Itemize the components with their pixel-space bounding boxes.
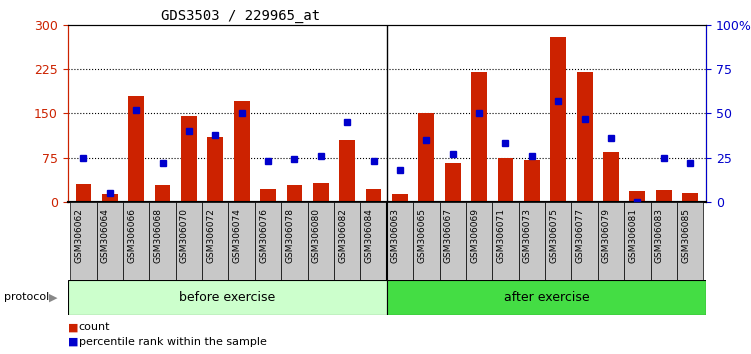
Bar xyxy=(519,202,545,280)
Bar xyxy=(202,202,228,280)
Text: GSM306064: GSM306064 xyxy=(101,208,110,263)
Bar xyxy=(445,164,460,202)
Bar xyxy=(550,36,566,202)
Bar xyxy=(392,194,408,202)
Bar xyxy=(339,140,355,202)
Text: GSM306073: GSM306073 xyxy=(523,208,532,263)
Bar xyxy=(149,202,176,280)
Text: GSM306071: GSM306071 xyxy=(496,208,505,263)
Bar xyxy=(308,202,334,280)
Bar xyxy=(650,202,677,280)
Bar xyxy=(545,202,572,280)
Text: GSM306084: GSM306084 xyxy=(364,208,373,263)
Bar xyxy=(577,72,593,202)
Bar xyxy=(176,202,202,280)
Bar xyxy=(603,152,619,202)
Text: GSM306078: GSM306078 xyxy=(285,208,294,263)
Bar xyxy=(68,280,387,315)
Bar xyxy=(471,72,487,202)
Text: GSM306081: GSM306081 xyxy=(629,208,638,263)
Bar xyxy=(598,202,624,280)
Text: GSM306066: GSM306066 xyxy=(127,208,136,263)
Bar xyxy=(366,189,382,202)
Bar xyxy=(155,185,170,202)
Bar xyxy=(572,202,598,280)
Bar xyxy=(682,193,698,202)
Bar xyxy=(677,202,703,280)
Text: GSM306068: GSM306068 xyxy=(153,208,162,263)
Bar xyxy=(234,102,249,202)
Text: GSM306062: GSM306062 xyxy=(74,208,83,263)
Text: before exercise: before exercise xyxy=(179,291,276,304)
Bar xyxy=(629,191,645,202)
Bar xyxy=(524,160,540,202)
Text: GSM306067: GSM306067 xyxy=(444,208,453,263)
Text: ■: ■ xyxy=(68,322,78,332)
Text: after exercise: after exercise xyxy=(503,291,590,304)
Bar xyxy=(260,189,276,202)
Bar xyxy=(207,137,223,202)
Text: GSM306083: GSM306083 xyxy=(655,208,664,263)
Bar xyxy=(287,185,303,202)
Text: GSM306076: GSM306076 xyxy=(259,208,268,263)
Text: GSM306080: GSM306080 xyxy=(312,208,321,263)
Bar xyxy=(413,202,439,280)
Bar xyxy=(656,190,671,202)
Text: GSM306079: GSM306079 xyxy=(602,208,611,263)
Bar xyxy=(255,202,282,280)
Text: count: count xyxy=(79,322,110,332)
Text: GSM306069: GSM306069 xyxy=(470,208,479,263)
Text: GSM306070: GSM306070 xyxy=(180,208,189,263)
Text: GSM306077: GSM306077 xyxy=(575,208,584,263)
Bar xyxy=(282,202,308,280)
Bar xyxy=(313,183,329,202)
Text: GSM306063: GSM306063 xyxy=(391,208,400,263)
Bar xyxy=(624,202,650,280)
Text: ■: ■ xyxy=(68,337,78,347)
Text: GSM306065: GSM306065 xyxy=(418,208,427,263)
Bar xyxy=(128,96,144,202)
Bar xyxy=(334,202,360,280)
Bar xyxy=(181,116,197,202)
Bar xyxy=(387,280,706,315)
Text: GSM306074: GSM306074 xyxy=(233,208,242,263)
Text: GSM306072: GSM306072 xyxy=(207,208,216,263)
Bar xyxy=(418,113,434,202)
Bar xyxy=(123,202,149,280)
Text: GSM306082: GSM306082 xyxy=(338,208,347,263)
Text: protocol: protocol xyxy=(4,292,49,302)
Bar xyxy=(492,202,519,280)
Text: GDS3503 / 229965_at: GDS3503 / 229965_at xyxy=(161,9,320,23)
Text: GSM306085: GSM306085 xyxy=(681,208,690,263)
Text: GSM306075: GSM306075 xyxy=(549,208,558,263)
Bar xyxy=(228,202,255,280)
Text: ▶: ▶ xyxy=(49,292,57,302)
Text: percentile rank within the sample: percentile rank within the sample xyxy=(79,337,267,347)
Bar xyxy=(71,202,97,280)
Bar xyxy=(387,202,413,280)
Bar xyxy=(360,202,387,280)
Bar xyxy=(466,202,492,280)
Bar xyxy=(76,184,92,202)
Bar xyxy=(439,202,466,280)
Bar xyxy=(498,158,514,202)
Bar xyxy=(102,194,118,202)
Bar xyxy=(97,202,123,280)
